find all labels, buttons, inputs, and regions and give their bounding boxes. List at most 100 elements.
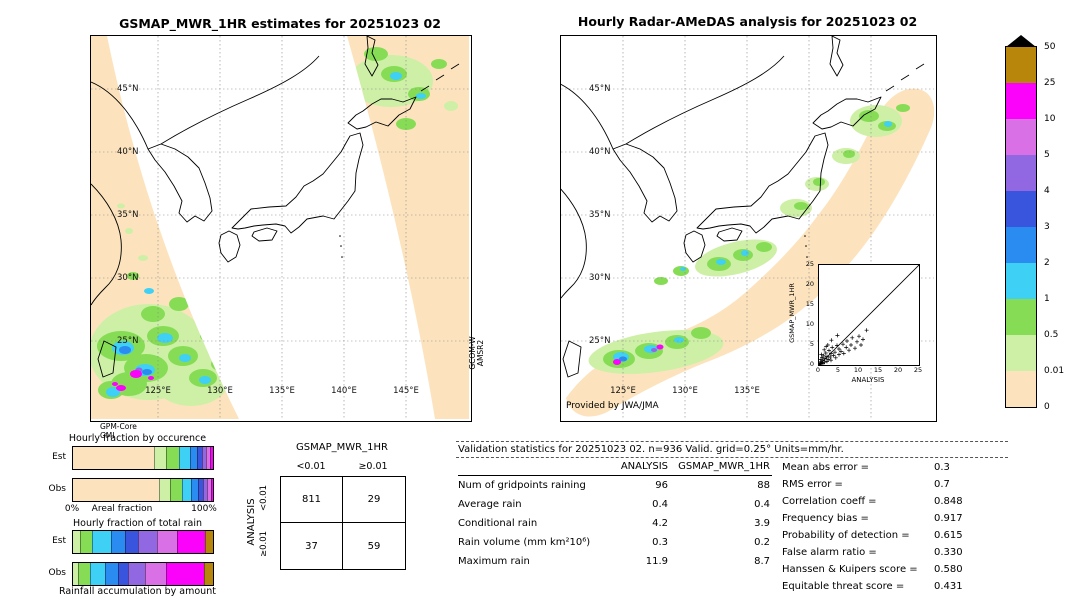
- colorbar-segment: [1006, 335, 1036, 371]
- colorbar-tick-label: 5: [1044, 150, 1050, 160]
- total-est-bar: [72, 530, 214, 554]
- bar-segment: [105, 563, 119, 585]
- inset-ytick: 15: [805, 300, 814, 308]
- bar-segment: [205, 531, 213, 553]
- inset-xtick: 25: [913, 366, 923, 374]
- colorbar-segment: [1006, 83, 1036, 119]
- lat-label: 35°N: [589, 210, 611, 220]
- row-label-obs: Obs: [48, 484, 67, 494]
- axis-0pct: 0%: [64, 504, 80, 514]
- lat-label: 30°N: [589, 273, 611, 283]
- contingency-cell: 811: [281, 477, 343, 523]
- contingency-side-label: ANALYSIS: [246, 498, 257, 546]
- metric-row: Correlation coeff = 0.848: [782, 496, 963, 507]
- bar-segment: [170, 479, 182, 501]
- lat-label: 25°N: [117, 336, 139, 346]
- bar-segment: [124, 531, 138, 553]
- stats-col-analysis: ANALYSIS: [620, 461, 668, 472]
- contingency-row-header: <0.01: [259, 484, 269, 512]
- satellite-swath-right: [347, 36, 469, 419]
- contingency-grid: 811 29 37 59: [280, 476, 406, 570]
- inset-xlabel: ANALYSIS: [851, 376, 885, 384]
- bar-segment: [73, 447, 154, 469]
- colorbar-segment: [1006, 155, 1036, 191]
- inset-scatter-plot: GSMAP_MWR_1HR 0 5 10 15 20 25 0 5 10 15 20 25 ANAL…: [778, 258, 930, 392]
- bar-segment: [210, 479, 213, 501]
- colorbar-tick-label: 2: [1044, 258, 1050, 268]
- colorbar-segments: [1005, 46, 1037, 408]
- lon-label: 130°E: [672, 386, 698, 396]
- bar-segment: [79, 531, 93, 553]
- lat-label: 40°N: [117, 147, 139, 157]
- bar-segment: [128, 563, 146, 585]
- colorbar-segment: [1006, 191, 1036, 227]
- lat-label: 30°N: [117, 273, 139, 283]
- axis-100pct: 100%: [191, 504, 217, 514]
- stats-col-gsmap: GSMAP_MWR_1HR: [678, 461, 770, 472]
- bar-segment: [73, 479, 159, 501]
- skill-scores-list: Mean abs error = 0.3 RMS error = 0.7 Correla…: [782, 459, 1008, 595]
- contingency-cell: 29: [343, 477, 405, 523]
- colorbar-tick-label: 25: [1044, 78, 1056, 88]
- contingency-table: GSMAP_MWR_1HR <0.01 ≥0.01 ANALYSIS <0.01…: [238, 440, 420, 592]
- lon-label: 130°E: [207, 386, 233, 396]
- stats-row: Conditional rain 4.2 3.9: [458, 518, 770, 529]
- bar-segment: [189, 447, 198, 469]
- bar-segment: [202, 479, 208, 501]
- divider-dashed-bottom: [456, 457, 1008, 458]
- inset-ylabel: GSMAP_MWR_1HR: [788, 283, 796, 343]
- colorbar-tick-label: 50: [1044, 42, 1056, 52]
- colorbar-segment: [1006, 227, 1036, 263]
- colorbar-segment: [1006, 47, 1036, 83]
- colorbar-segment: [1006, 263, 1036, 299]
- lat-label: 45°N: [117, 84, 139, 94]
- bar-segment: [157, 531, 177, 553]
- metric-row: Probability of detection = 0.615: [782, 530, 963, 541]
- contingency-col-header: ≥0.01: [358, 461, 388, 472]
- grid-lines: [91, 36, 469, 419]
- credit-label: Provided by JWA/JMA: [566, 401, 659, 411]
- bar-segment: [166, 447, 180, 469]
- lon-label: 135°E: [734, 386, 760, 396]
- inset-xtick: 0: [815, 366, 821, 374]
- colorbar-tick-label: 0.01: [1044, 366, 1065, 376]
- bar-segment: [166, 563, 205, 585]
- stats-rows: Num of gridpoints raining 96 88 Average rai…: [458, 476, 772, 571]
- sensor-label-gpm: GPM-Core GMI: [100, 422, 137, 440]
- validation-stats-table: ANALYSIS GSMAP_MWR_1HR Num of gridpoints…: [458, 461, 772, 571]
- contingency-cell: 59: [367, 540, 381, 552]
- sensor-label-amsr2: GCOM-W AMSR2: [468, 336, 485, 370]
- contingency-cell: 37: [281, 523, 343, 569]
- axis-areal-fraction: Areal fraction: [91, 504, 153, 514]
- colorbar-overflow-triangle: [1006, 35, 1036, 47]
- total-obs-bar: [72, 562, 214, 586]
- bar-segment: [207, 479, 211, 501]
- bar-segment: [210, 447, 213, 469]
- metric-row: Equitable threat score = 0.431: [782, 581, 963, 592]
- lon-label: 135°E: [269, 386, 295, 396]
- bar-segment: [206, 447, 211, 469]
- stats-row: Maximum rain 11.9 8.7: [458, 556, 770, 567]
- bar-segment: [204, 563, 213, 585]
- inset-xtick: 5: [835, 366, 841, 374]
- lon-label: 145°E: [393, 386, 419, 396]
- bar-segment: [197, 447, 203, 469]
- inset-ytick: 5: [809, 340, 814, 348]
- right-map-canvas: [555, 35, 935, 419]
- rain-rate-colorbar: 50 25 10 5 4 3 2 1 0.5 0.01 0: [1005, 35, 1080, 415]
- colorbar-segment: [1006, 371, 1036, 407]
- metric-row: Mean abs error = 0.3: [782, 462, 950, 473]
- bar-segment: [197, 479, 203, 501]
- lat-label: 45°N: [589, 84, 611, 94]
- lat-label: 35°N: [117, 210, 139, 220]
- metric-row: Frequency bias = 0.917: [782, 513, 963, 524]
- bar-segment: [176, 531, 206, 553]
- bar-segment: [202, 447, 207, 469]
- inset-ytick: 10: [805, 320, 814, 328]
- colorbar-segment: [1006, 299, 1036, 335]
- colorbar-segment: [1006, 119, 1036, 155]
- contingency-title: GSMAP_MWR_1HR: [296, 442, 388, 453]
- colorbar-tick-label: 4: [1044, 186, 1050, 196]
- inset-xtick: 15: [873, 366, 883, 374]
